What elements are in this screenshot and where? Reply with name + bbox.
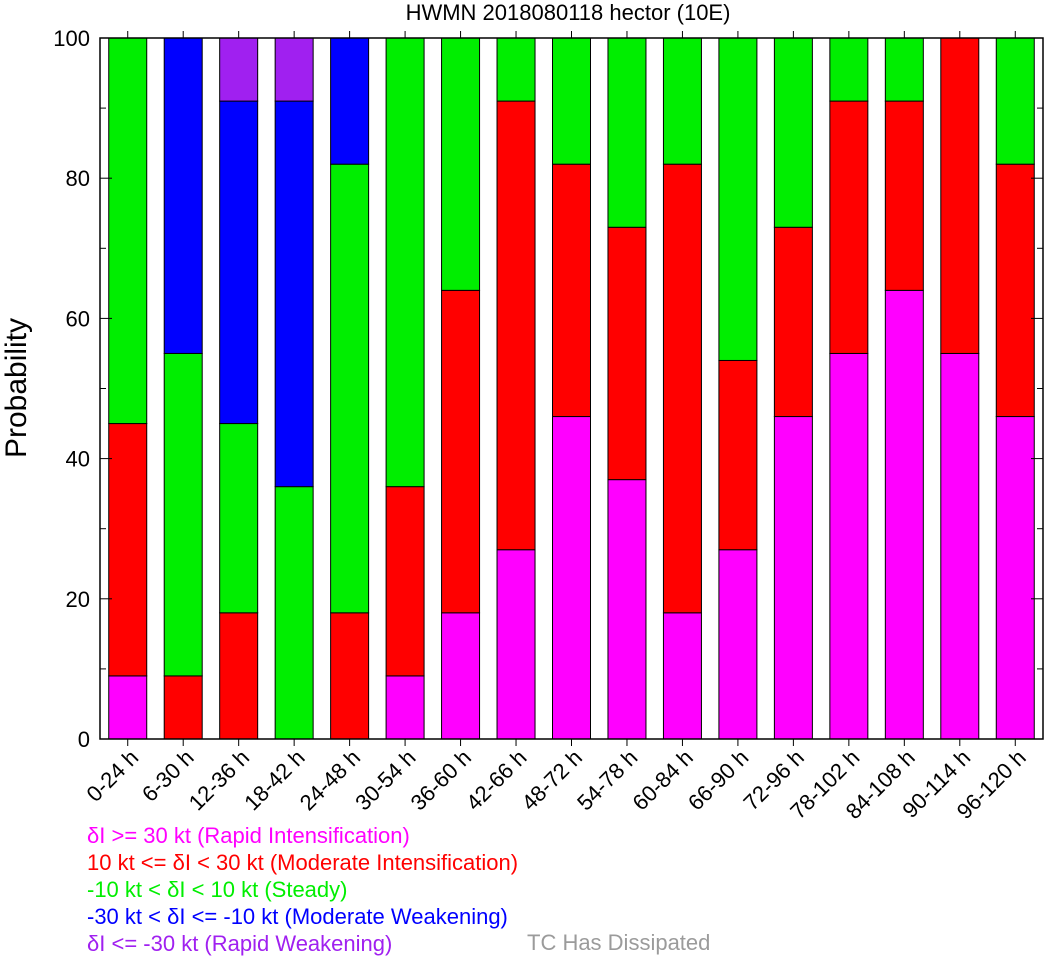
bar-segment-54-78-h-s0	[607, 479, 647, 740]
bar-segment-24-48-h-s3	[330, 37, 370, 165]
bar-segment-72-96-h-s2	[773, 37, 813, 228]
bar-segment-84-108-h-s2	[884, 37, 924, 102]
bar-segment-42-66-h-s1	[496, 100, 536, 551]
x-tick-label: 36-60 h	[406, 745, 476, 815]
bar-segment-78-102-h-s2	[829, 37, 869, 102]
bar-segment-72-96-h-s1	[773, 226, 813, 418]
bar-segment-90-114-h-s1	[940, 37, 980, 354]
legend-entry-rapid-weakening: δI <= -30 kt (Rapid Weakening)	[87, 931, 393, 956]
bar-segment-60-84-h-s1	[662, 163, 702, 614]
bar-segment-12-36-h-s2	[219, 423, 259, 614]
bar-segment-0-24-h-s0	[108, 675, 148, 740]
bar-segment-0-24-h-s2	[108, 37, 148, 425]
bar-segment-18-42-h-s2	[274, 486, 314, 740]
bar-segment-6-30-h-s3	[163, 37, 203, 354]
x-tick-label: 42-66 h	[461, 745, 531, 815]
bar-segment-42-66-h-s2	[496, 37, 536, 102]
bar-segment-84-108-h-s1	[884, 100, 924, 291]
bar-segment-24-48-h-s2	[330, 163, 370, 614]
x-tick-label: 0-24 h	[81, 745, 143, 807]
bar-segment-96-120-h-s2	[995, 37, 1035, 165]
bar-segment-66-90-h-s0	[718, 549, 758, 740]
bar-segment-48-72-h-s1	[552, 163, 591, 418]
legend-entry-tc-dissipated: TC Has Dissipated	[527, 930, 711, 955]
bars-layer	[108, 37, 1035, 740]
bar-segment-24-48-h-s1	[330, 612, 370, 740]
x-tick-label: 12-36 h	[184, 745, 254, 815]
bar-segment-54-78-h-s2	[607, 37, 647, 228]
bar-segment-78-102-h-s0	[829, 352, 869, 740]
bar-segment-36-60-h-s2	[441, 37, 481, 291]
bar-segment-42-66-h-s0	[496, 549, 536, 740]
bar-segment-54-78-h-s1	[607, 226, 647, 481]
x-tick-label: 66-90 h	[683, 745, 753, 815]
bar-segment-18-42-h-s4	[274, 37, 314, 102]
legend-entry-moderate-intensification: 10 kt <= δI < 30 kt (Moderate Intensific…	[87, 850, 519, 875]
bar-segment-12-36-h-s3	[219, 100, 259, 425]
bar-segment-30-54-h-s1	[385, 486, 425, 677]
bar-segment-36-60-h-s1	[441, 289, 481, 614]
legend-entry-steady: -10 kt < δI < 10 kt (Steady)	[87, 877, 348, 902]
bar-segment-66-90-h-s2	[718, 37, 758, 361]
bar-segment-96-120-h-s0	[995, 416, 1035, 740]
bar-segment-36-60-h-s0	[441, 612, 481, 740]
bar-segment-78-102-h-s1	[829, 100, 869, 354]
y-axis-label: Probability	[0, 318, 33, 458]
bar-segment-30-54-h-s2	[385, 37, 425, 488]
legend-entry-rapid-intensification: δI >= 30 kt (Rapid Intensification)	[87, 823, 410, 848]
bar-segment-0-24-h-s1	[108, 423, 148, 677]
bar-segment-12-36-h-s4	[219, 37, 259, 102]
bar-segment-84-108-h-s0	[884, 289, 924, 740]
x-tick-label: 48-72 h	[517, 745, 587, 815]
x-tick-label: 54-78 h	[572, 745, 642, 815]
x-tick-label: 18-42 h	[239, 745, 309, 815]
x-tick-label: 24-48 h	[295, 745, 365, 815]
y-tick-label: 40	[66, 447, 90, 472]
bar-segment-30-54-h-s0	[385, 675, 425, 740]
bar-segment-6-30-h-s1	[163, 675, 203, 740]
bar-segment-48-72-h-s0	[552, 416, 591, 740]
chart-title: HWMN 2018080118 hector (10E)	[406, 0, 731, 25]
bar-segment-90-114-h-s0	[940, 352, 980, 740]
bar-segment-96-120-h-s1	[995, 163, 1035, 418]
y-tick-label: 20	[66, 587, 90, 612]
bar-segment-6-30-h-s2	[163, 352, 203, 677]
bar-segment-66-90-h-s1	[718, 359, 758, 551]
y-tick-label: 80	[66, 166, 90, 191]
bar-segment-18-42-h-s3	[274, 100, 314, 488]
bar-segment-48-72-h-s2	[552, 37, 591, 165]
y-tick-label: 100	[53, 26, 90, 51]
bar-segment-60-84-h-s2	[662, 37, 702, 165]
legend: δI >= 30 kt (Rapid Intensification) 10 k…	[87, 822, 518, 957]
bar-segment-12-36-h-s1	[219, 612, 259, 740]
bar-segment-72-96-h-s0	[773, 416, 813, 740]
x-tick-label: 30-54 h	[350, 745, 420, 815]
y-tick-label: 0	[78, 727, 90, 752]
bar-segment-60-84-h-s0	[662, 612, 702, 740]
x-tick-label: 60-84 h	[628, 745, 698, 815]
legend-entry-moderate-weakening: -30 kt < δI <= -10 kt (Moderate Weakenin…	[87, 904, 508, 929]
y-tick-label: 60	[66, 306, 90, 331]
